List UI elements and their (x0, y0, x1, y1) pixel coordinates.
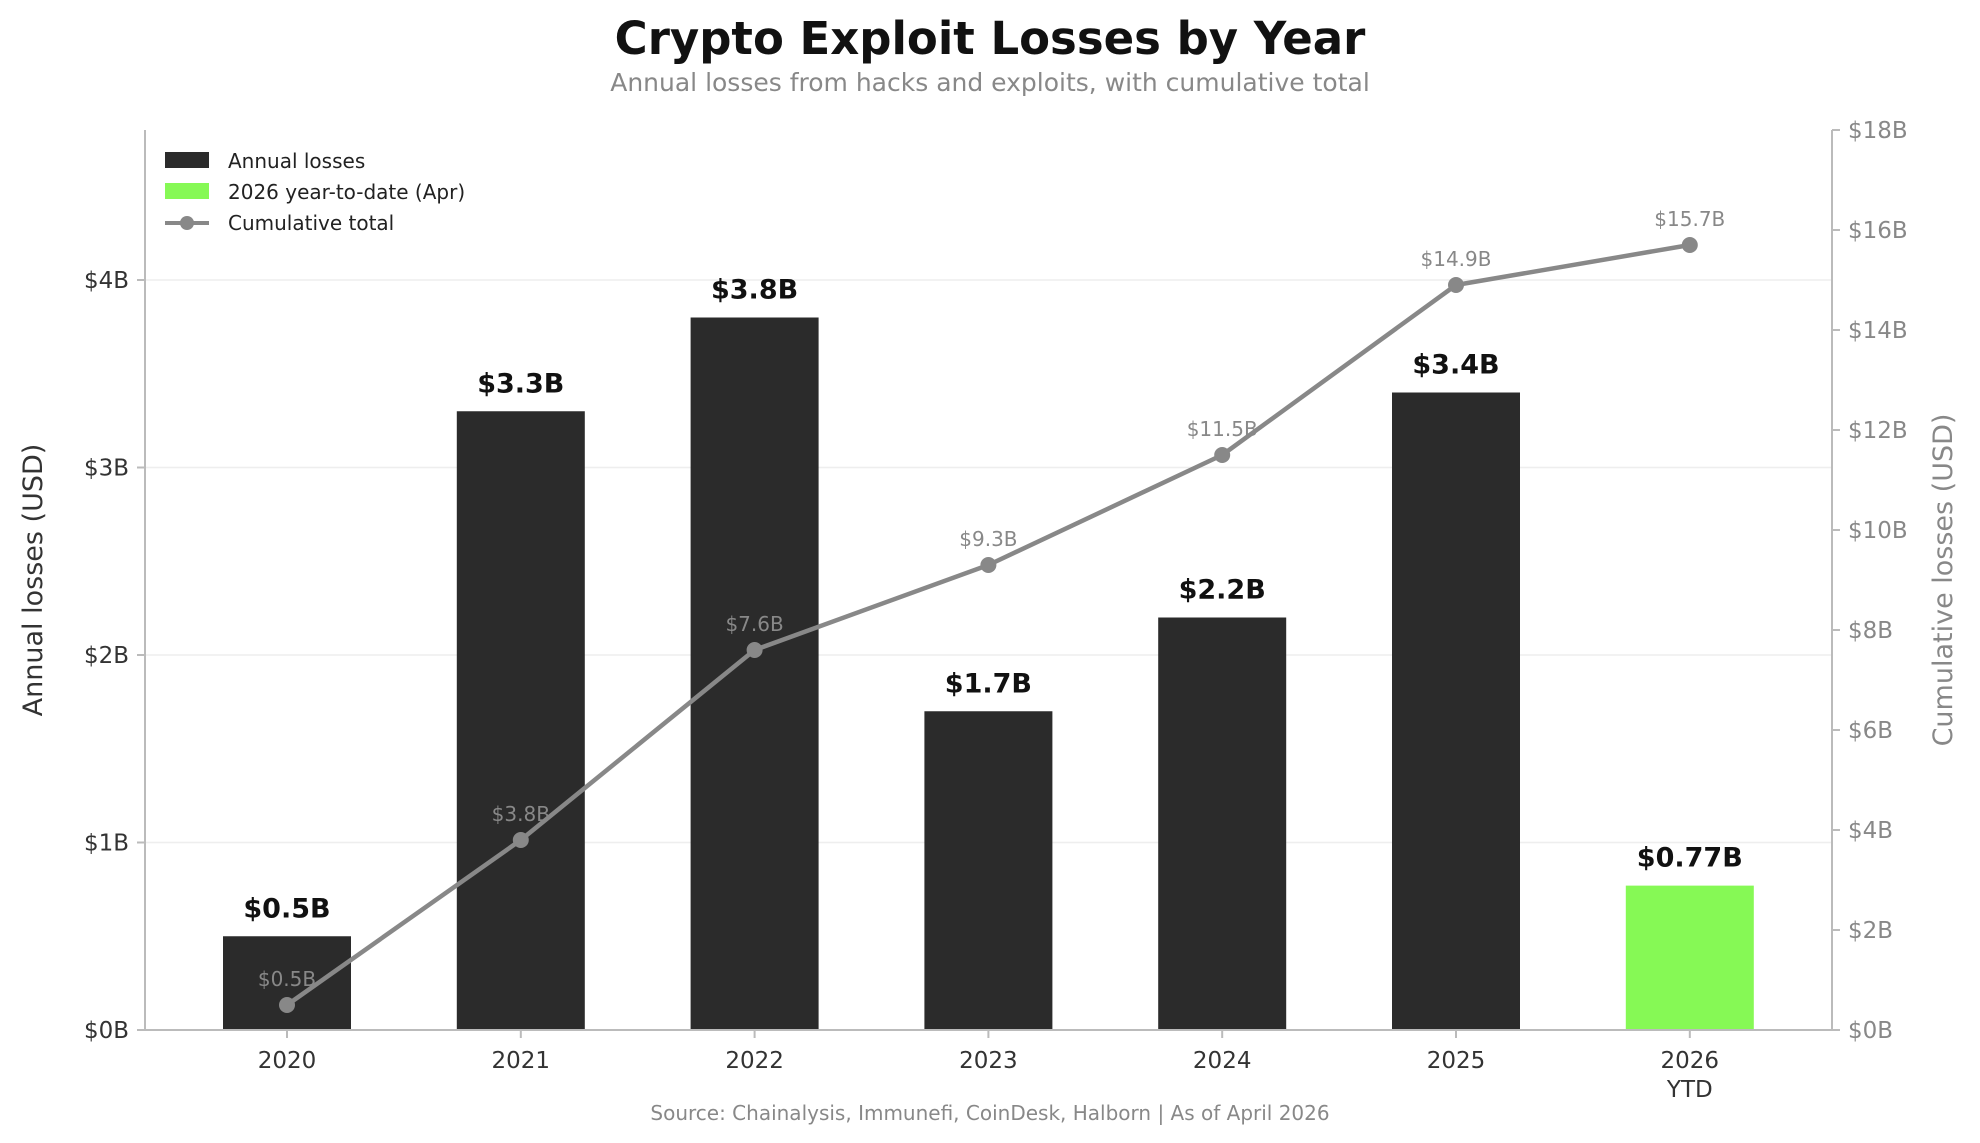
cumulative-value-label: $15.7B (1654, 207, 1725, 231)
cumulative-value-label: $3.8B (492, 802, 550, 826)
cumulative-point-2020 (279, 997, 295, 1013)
x-tick-label: 2026 (1661, 1048, 1720, 1074)
bar-series: $0.5B $3.3B $3.8B $1.7B $2.2B $3.4B $0.77B (223, 275, 1754, 1030)
right-tick-label: $18B (1848, 118, 1908, 144)
cumulative-point-2024 (1214, 447, 1231, 463)
cumulative-point-2021 (512, 832, 529, 848)
right-tick-label: $0B (1848, 1018, 1893, 1044)
bar-2021 (456, 411, 585, 1030)
bar-value-label: $3.3B (477, 368, 564, 399)
legend-label: Annual losses (228, 149, 365, 173)
legend-swatch (165, 183, 209, 199)
cumulative-point-2022 (746, 642, 763, 658)
left-tick-label: $1B (84, 831, 129, 857)
legend-label: Cumulative total (228, 211, 394, 235)
cumulative-point-2025 (1448, 277, 1464, 293)
x-tick-label: 2023 (959, 1048, 1018, 1074)
legend-label: 2026 year-to-date (Apr) (228, 180, 465, 204)
legend: Annual losses 2026 year-to-date (Apr) Cumu… (165, 149, 465, 235)
left-tick-label: $4B (84, 268, 129, 294)
cumulative-line-series: $0.5B $3.8B $7.6B $9.3B $11.5B $14.9B $15.7B (258, 207, 1725, 1013)
chart-title: Crypto Exploit Losses by Year (614, 12, 1366, 65)
cumulative-value-label: $7.6B (725, 612, 783, 636)
right-tick-label: $6B (1848, 718, 1893, 744)
source-note: Source: Chainalysis, Immunefi, CoinDesk,… (650, 1101, 1330, 1125)
cumulative-point-2023 (980, 557, 997, 573)
right-tick-label: $8B (1848, 618, 1893, 644)
chart-subtitle: Annual losses from hacks and exploits, w… (610, 68, 1370, 97)
cumulative-point-2026 (1681, 237, 1698, 253)
legend-marker (180, 216, 194, 230)
bar-2026 (1625, 885, 1754, 1030)
bar-value-label: $2.2B (1179, 575, 1266, 606)
bar-2023 (924, 711, 1053, 1030)
cumulative-value-label: $0.5B (258, 967, 316, 991)
right-tick-label: $14B (1848, 318, 1908, 344)
right-tick-label: $4B (1848, 818, 1893, 844)
bar-value-label: $1.7B (945, 668, 1032, 699)
bar-value-label: $0.77B (1637, 843, 1743, 874)
bar-2025 (1392, 392, 1520, 1030)
right-tick-label: $10B (1848, 518, 1908, 544)
bar-value-label: $0.5B (243, 893, 330, 924)
left-tick-label: $0B (84, 1018, 129, 1044)
x-tick-label: 2022 (725, 1048, 784, 1074)
bar-2022 (690, 317, 819, 1030)
cumulative-value-label: $11.5B (1187, 417, 1258, 441)
x-tick-label: 2024 (1193, 1048, 1252, 1074)
cumulative-value-label: $14.9B (1421, 247, 1492, 271)
left-tick-label: $3B (84, 456, 129, 482)
x-tick-label: 2025 (1427, 1048, 1486, 1074)
y2-axis-title: Cumulative losses (USD) (1928, 414, 1959, 747)
legend-swatch (165, 152, 209, 168)
x-tick-sublabel: YTD (1666, 1077, 1713, 1103)
right-tick-label: $16B (1848, 218, 1908, 244)
y-axis-title: Annual losses (USD) (18, 444, 49, 717)
bar-2024 (1158, 617, 1287, 1030)
right-tick-label: $12B (1848, 418, 1908, 444)
x-tick-label: 2020 (258, 1048, 317, 1074)
bar-value-label: $3.4B (1412, 350, 1499, 381)
left-tick-label: $2B (84, 643, 129, 669)
x-tick-label: 2021 (492, 1048, 551, 1074)
axes: $0B $1B $2B $3B $4B $0B $2B $4B $6B $8B $10B $12B $1… (18, 118, 1959, 1103)
bar-value-label: $3.8B (711, 275, 798, 306)
cumulative-value-label: $9.3B (959, 527, 1017, 551)
bar-2020 (223, 936, 351, 1030)
right-tick-label: $2B (1848, 918, 1893, 944)
